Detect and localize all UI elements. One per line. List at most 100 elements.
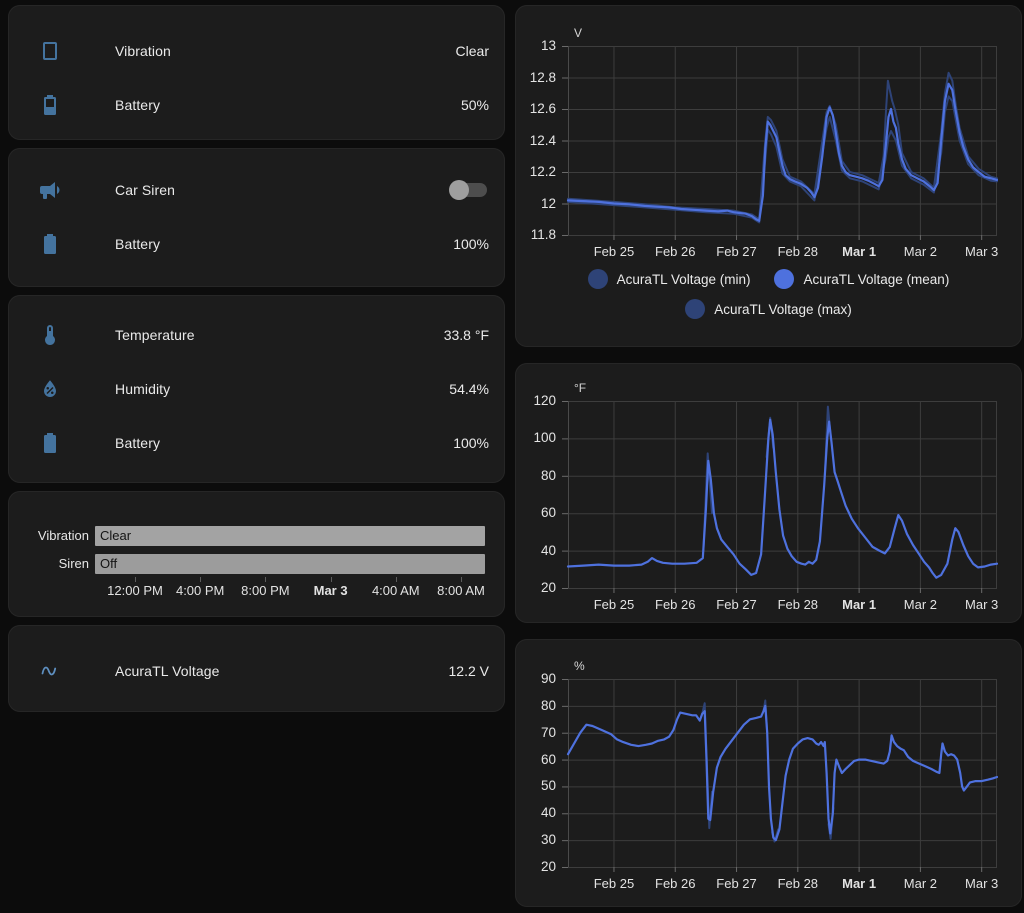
y-tick-label: 20	[540, 580, 556, 595]
axis-unit-label: %	[574, 659, 585, 673]
timeline-axis-tick	[395, 577, 397, 582]
x-tick-label: Feb 25	[593, 876, 635, 891]
entity-label: Battery	[115, 97, 161, 113]
axis-unit-label: °F	[574, 381, 587, 395]
y-tick-label: 80	[540, 697, 556, 713]
entity-state[interactable]: 54.4%	[449, 381, 489, 397]
entity-state[interactable]: 100%	[453, 435, 489, 451]
axis-unit-label: V	[574, 26, 583, 40]
series-line	[566, 418, 998, 579]
temperature-history-chart[interactable]: °F 120 100 80 60 40 20 Feb 25 Feb 26 Feb 27 Feb 28…	[515, 363, 1022, 623]
y-tick-label: 11.8	[530, 227, 556, 242]
chart-legend: AcuraTL Voltage (min) AcuraTL Voltage (me…	[515, 269, 1022, 319]
y-tick-label: 12.8	[529, 69, 556, 85]
timeline-axis-label: 4:00 PM	[175, 583, 225, 598]
x-tick-label: Feb 27	[716, 597, 757, 612]
legend-label: AcuraTL Voltage (mean)	[803, 271, 950, 287]
legend-label: AcuraTL Voltage (max)	[714, 301, 852, 317]
series-line	[566, 704, 998, 842]
water-percent-icon	[44, 380, 56, 397]
toggle-knob	[449, 180, 469, 200]
entity-row-battery-full[interactable]: Battery 100%	[8, 217, 505, 271]
y-tick-label: 20	[540, 859, 556, 874]
x-tick-label: Mar 2	[903, 876, 937, 891]
entity-label: Humidity	[115, 381, 171, 397]
entity-state[interactable]: 33.8 °F	[443, 327, 489, 343]
timeline-row-label: Vibration	[37, 528, 89, 543]
x-tick-label: Mar 1	[842, 597, 877, 612]
series-line	[566, 82, 998, 222]
y-tick-label: 12.4	[529, 132, 556, 148]
y-tick-label: 60	[540, 751, 556, 767]
x-tick-label: Feb 26	[655, 244, 696, 259]
x-tick-label: Feb 26	[655, 876, 696, 891]
timeline-axis-label: 12:00 PM	[107, 583, 163, 598]
entity-label: Car Siren	[115, 182, 176, 198]
battery-icon	[44, 433, 56, 453]
series-line	[567, 71, 998, 221]
entity-state[interactable]: 50%	[460, 97, 489, 113]
legend-item[interactable]: AcuraTL Voltage (mean)	[774, 269, 949, 289]
x-tick-label: Mar 3	[965, 244, 999, 259]
entity-state[interactable]: Clear	[455, 43, 489, 59]
y-tick-label: 120	[533, 393, 556, 408]
card-car-siren: Car Siren Battery 100%	[8, 148, 505, 287]
legend-color-dot	[774, 269, 795, 289]
crop-portrait-icon	[43, 42, 57, 60]
card-voltage-entity: AcuraTL Voltage 12.2 V	[8, 625, 505, 712]
chart-plot-area[interactable]	[562, 46, 998, 241]
voltage-history-chart[interactable]: V 13 12.8 12.6 12.4 12.2 12 11.8 Feb 25 Feb 26 Feb…	[515, 5, 1022, 347]
x-tick-label: Feb 28	[777, 597, 819, 612]
entity-row-humidity[interactable]: Humidity 54.4%	[8, 362, 505, 416]
bullhorn-icon	[40, 182, 60, 199]
sine-wave-icon	[41, 666, 57, 676]
timeline-axis-label: 4:00 AM	[371, 583, 420, 598]
timeline-axis-tick	[461, 577, 462, 582]
history-bar-siren[interactable]: Off	[95, 554, 485, 574]
chart-plot-area[interactable]	[562, 401, 998, 594]
x-tick-label: Mar 2	[903, 597, 937, 612]
x-tick-label: Feb 25	[593, 244, 635, 259]
battery-icon	[44, 234, 56, 254]
legend-item[interactable]: AcuraTL Voltage (min)	[587, 269, 750, 289]
x-tick-label: Feb 28	[777, 876, 819, 891]
humidity-history-chart[interactable]: % 90 80 70 60 50 40 30 20 Feb 25 Feb 26 Feb 27 Feb 2…	[515, 639, 1022, 907]
car-siren-toggle[interactable]	[449, 178, 489, 202]
entity-row-battery-full-2[interactable]: Battery 100%	[8, 416, 505, 470]
x-tick-label: Feb 28	[777, 244, 819, 259]
entity-label: Vibration	[115, 43, 171, 59]
y-tick-label: 13	[540, 38, 556, 53]
entity-label: Battery	[115, 236, 161, 252]
card-vibration-sensor: Vibration Clear Battery 50%	[8, 5, 505, 140]
timeline-axis-tick	[135, 577, 136, 582]
y-tick-label: 40	[540, 542, 556, 558]
legend-item[interactable]: AcuraTL Voltage (max)	[685, 299, 852, 319]
chart-plot-area[interactable]	[562, 679, 998, 873]
timeline-axis-label: 8:00 AM	[437, 583, 485, 598]
x-tick-label: Feb 27	[716, 876, 757, 891]
y-tick-label: 40	[540, 805, 556, 821]
entity-state[interactable]: 100%	[453, 236, 489, 252]
entity-label: AcuraTL Voltage	[115, 663, 220, 679]
legend-color-dot	[587, 269, 608, 289]
thermometer-icon	[45, 325, 55, 345]
x-tick-label: Feb 27	[716, 244, 757, 259]
x-tick-label: Feb 26	[655, 597, 696, 612]
entity-row-car-siren[interactable]: Car Siren	[8, 163, 505, 217]
y-tick-label: 12.6	[529, 101, 556, 116]
entity-label: Temperature	[115, 327, 195, 343]
entity-row-acuratl-voltage[interactable]: AcuraTL Voltage 12.2 V	[8, 644, 505, 698]
timeline-axis-label: Mar 3	[313, 583, 348, 598]
x-tick-label: Mar 3	[965, 876, 999, 891]
y-tick-label: 30	[540, 832, 556, 848]
entity-row-battery-50[interactable]: Battery 50%	[8, 78, 505, 132]
timeline-axis-label: 8:00 PM	[241, 583, 290, 598]
y-tick-label: 50	[540, 778, 556, 794]
timeline-row-label: Siren	[58, 556, 89, 571]
entity-state[interactable]: 12.2 V	[448, 663, 489, 679]
y-tick-label: 70	[540, 724, 556, 740]
entity-row-vibration[interactable]: Vibration Clear	[8, 24, 505, 78]
history-bar-vibration[interactable]: Clear	[95, 526, 485, 546]
legend-color-dot	[685, 299, 706, 319]
entity-row-temperature[interactable]: Temperature 33.8 °F	[8, 308, 505, 362]
